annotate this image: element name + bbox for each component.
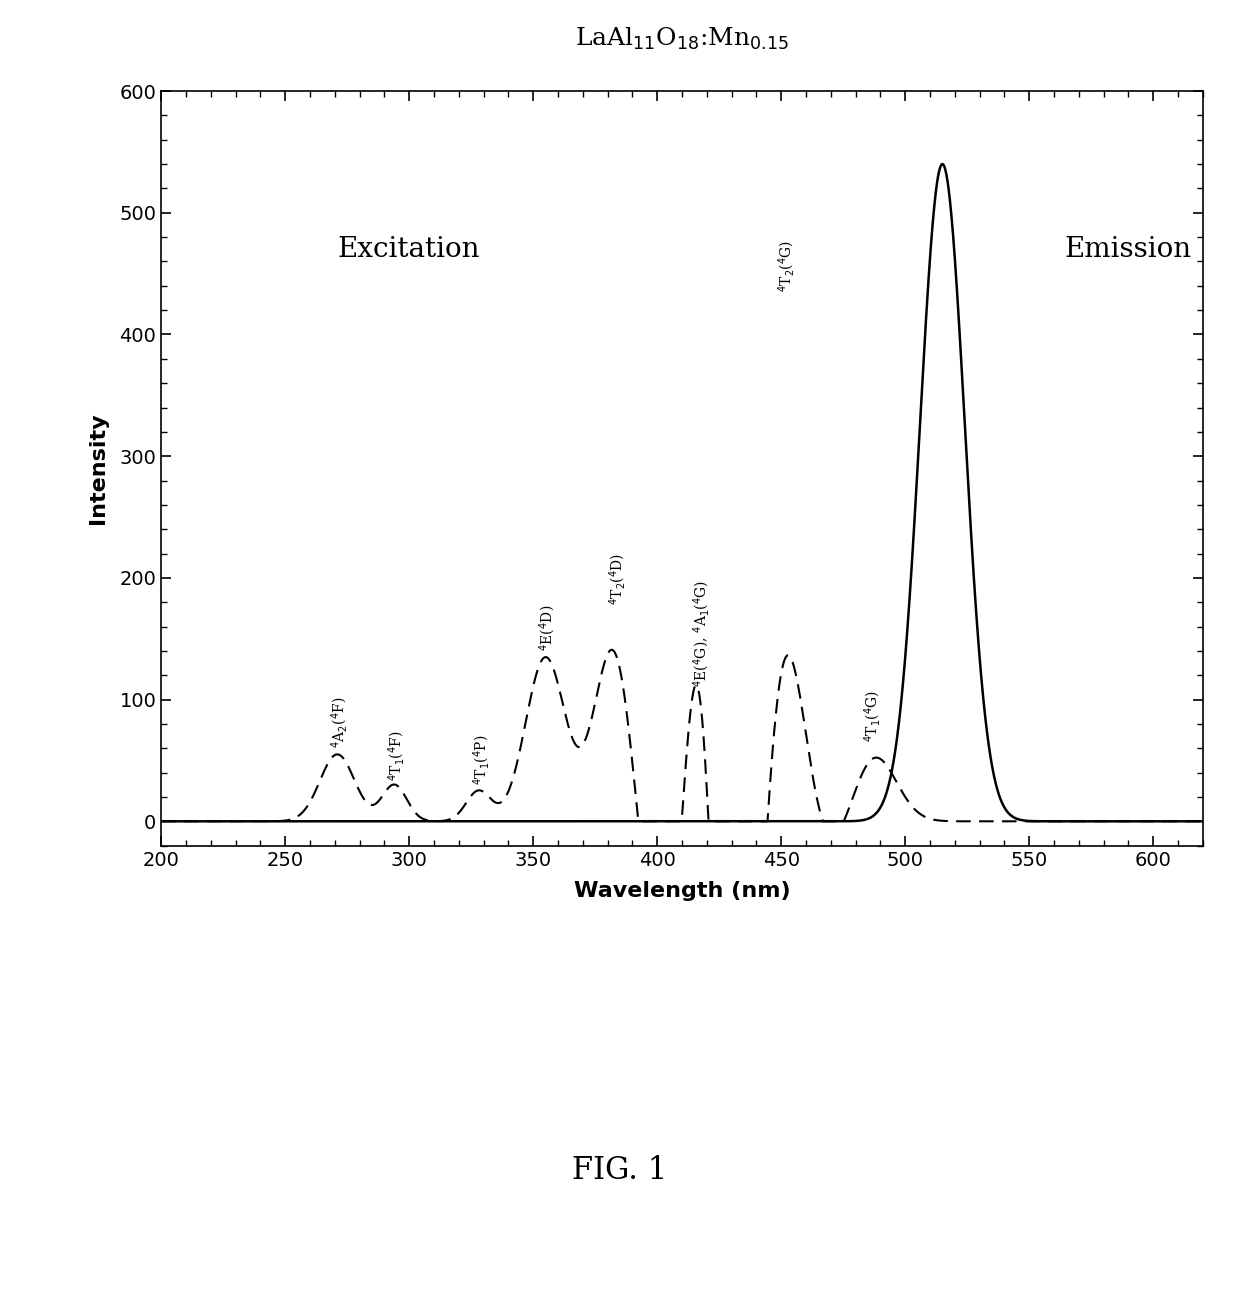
Text: Emission: Emission <box>1065 235 1192 263</box>
Text: FIG. 1: FIG. 1 <box>573 1155 667 1187</box>
Y-axis label: Intensity: Intensity <box>88 412 108 524</box>
Text: $^4$T$_1$($^4$P): $^4$T$_1$($^4$P) <box>471 734 491 785</box>
Text: Excitation: Excitation <box>339 235 480 263</box>
Text: $^4$T$_2$($^4$G): $^4$T$_2$($^4$G) <box>776 239 796 291</box>
Text: $^4$A$_2$($^4$F): $^4$A$_2$($^4$F) <box>330 697 350 748</box>
Text: $^4$E($^4$D): $^4$E($^4$D) <box>538 605 558 650</box>
Text: $^4$T$_1$($^4$G): $^4$T$_1$($^4$G) <box>863 690 883 742</box>
Text: $^4$E($^4$G), $^4$A$_1$($^4$G): $^4$E($^4$G), $^4$A$_1$($^4$G) <box>692 580 712 687</box>
Text: $^4$T$_2$($^4$D): $^4$T$_2$($^4$D) <box>608 553 627 605</box>
X-axis label: Wavelength (nm): Wavelength (nm) <box>574 881 790 900</box>
Text: $^4$T$_1$($^4$F): $^4$T$_1$($^4$F) <box>387 730 407 781</box>
Text: LaAl$_{11}$O$_{18}$:Mn$_{0.15}$: LaAl$_{11}$O$_{18}$:Mn$_{0.15}$ <box>575 26 789 52</box>
